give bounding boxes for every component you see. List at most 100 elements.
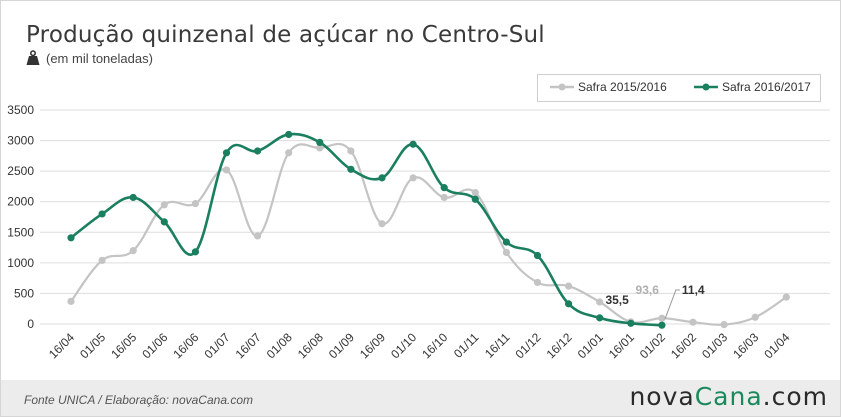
x-tick-label: 01/12 (512, 330, 543, 361)
data-point-safra-2015 (782, 293, 790, 301)
novacana-logo[interactable]: novaCana.com (629, 382, 828, 411)
data-point-safra-2015 (751, 313, 759, 321)
chart-legend: Safra 2015/2016 Safra 2016/2017 (537, 74, 821, 102)
series-layer (67, 130, 790, 329)
data-point-safra-2015 (378, 220, 386, 228)
footer-bar: Fonte UNICA / Elaboração: novaCana.com n… (1, 380, 840, 416)
x-tick-label: 16/03 (730, 330, 761, 361)
data-point-safra-2016 (533, 251, 542, 260)
data-point-safra-2016 (440, 184, 448, 192)
data-point-safra-2016 (409, 140, 417, 148)
y-tick-label: 2000 (7, 195, 34, 209)
x-tick-label: 01/06 (139, 330, 170, 361)
data-point-safra-2015 (658, 314, 666, 322)
data-point-safra-2015 (347, 147, 355, 155)
y-tick-label: 3000 (7, 134, 34, 148)
x-tick-label: 16/12 (544, 330, 575, 361)
data-point-safra-2015 (316, 144, 324, 152)
brand-prefix: nova (629, 382, 695, 411)
x-tick-label: 16/10 (419, 330, 450, 361)
data-point-safra-2016 (658, 321, 666, 329)
data-point-safra-2015 (160, 201, 168, 209)
x-tick-label: 01/10 (388, 330, 419, 361)
data-point-safra-2015 (533, 278, 542, 287)
data-point-safra-2016 (129, 193, 137, 202)
x-tick-label: 01/03 (699, 330, 730, 361)
x-tick-label: 01/09 (326, 330, 357, 361)
data-point-safra-2015 (285, 149, 293, 157)
annotation-label: 11,4 (682, 283, 705, 297)
x-tick-label: 16/01 (606, 330, 637, 361)
data-point-safra-2015 (98, 256, 106, 265)
data-point-safra-2016 (285, 130, 293, 139)
grid-layer (40, 109, 830, 325)
data-point-safra-2016 (502, 238, 510, 246)
x-tick-label: 01/02 (637, 330, 668, 361)
data-point-safra-2015 (720, 321, 728, 329)
legend-item-safra-2016[interactable]: Safra 2016/2017 (694, 80, 811, 94)
data-point-safra-2015 (191, 199, 199, 208)
legend-label-2015: Safra 2015/2016 (578, 80, 667, 94)
legend-swatch-2016 (694, 83, 718, 91)
data-point-safra-2015 (565, 282, 573, 290)
x-tick-label: 01/07 (201, 330, 232, 361)
chart-title: Produção quinzenal de açúcar no Centro-S… (26, 22, 545, 48)
y-tick-label: 3500 (7, 103, 34, 117)
data-point-safra-2016 (222, 149, 231, 157)
series-line-safra-2016 (70, 132, 662, 327)
data-point-safra-2016 (378, 174, 386, 182)
x-tick-label: 16/02 (668, 330, 699, 361)
data-point-safra-2015 (440, 193, 448, 202)
source-credit: Fonte UNICA / Elaboração: novaCana.com (24, 393, 254, 407)
data-point-safra-2016 (316, 138, 324, 147)
chart-subtitle: (em mil toneladas) (46, 51, 153, 66)
x-axis-ticks: 16/04 01/05 16/05 01/06 16/06 01/07 16/07 01/08… (46, 330, 793, 361)
annotation-leader-11-4 (664, 289, 680, 320)
y-tick-label: 0 (27, 317, 34, 331)
x-tick-label: 01/08 (264, 330, 295, 361)
data-point-safra-2015 (67, 297, 75, 305)
data-point-safra-2015 (129, 247, 137, 255)
data-point-safra-2016 (160, 218, 168, 226)
data-point-safra-2015 (409, 174, 417, 182)
brand-name: Cana (694, 382, 763, 411)
data-point-safra-2015 (471, 188, 479, 197)
data-point-safra-2016 (471, 195, 479, 203)
legend-item-safra-2015[interactable]: Safra 2015/2016 (550, 80, 667, 94)
annotation-layer: 35,5 93,6 11,4 (605, 283, 705, 320)
data-point-safra-2016 (191, 248, 199, 256)
legend-label-2016: Safra 2016/2017 (722, 80, 811, 94)
y-axis-ticks: 0 500 1000 1500 2000 2500 3000 3500 (7, 103, 34, 331)
x-tick-label: 01/11 (451, 330, 482, 361)
data-point-safra-2016 (565, 300, 573, 308)
x-tick-label: 01/01 (575, 330, 606, 361)
data-point-safra-2015 (222, 166, 231, 174)
x-tick-label: 16/04 (46, 330, 77, 361)
annotation-label: 35,5 (605, 293, 629, 307)
x-tick-label: 16/05 (108, 330, 139, 361)
x-tick-label: 16/08 (295, 330, 326, 361)
x-tick-label: 16/06 (170, 330, 201, 361)
y-tick-label: 1500 (7, 225, 34, 239)
weight-icon (26, 50, 40, 65)
data-point-safra-2016 (98, 210, 106, 218)
data-point-safra-2016 (596, 314, 604, 322)
x-tick-label: 01/04 (761, 330, 792, 361)
data-point-safra-2015 (502, 248, 510, 257)
data-point-safra-2016 (347, 165, 355, 173)
y-tick-label: 1000 (7, 256, 34, 270)
brand-suffix: .com (762, 382, 828, 411)
x-tick-label: 16/07 (233, 330, 264, 361)
y-tick-label: 500 (14, 286, 34, 300)
data-point-safra-2015 (596, 298, 604, 306)
data-point-safra-2015 (254, 232, 262, 240)
data-point-safra-2015 (689, 318, 697, 326)
y-tick-label: 2500 (7, 164, 34, 178)
data-point-safra-2016 (67, 234, 75, 242)
annotation-label: 93,6 (636, 283, 660, 297)
x-tick-label: 01/05 (77, 330, 108, 361)
data-point-safra-2016 (254, 147, 262, 155)
x-tick-label: 16/11 (482, 330, 513, 361)
